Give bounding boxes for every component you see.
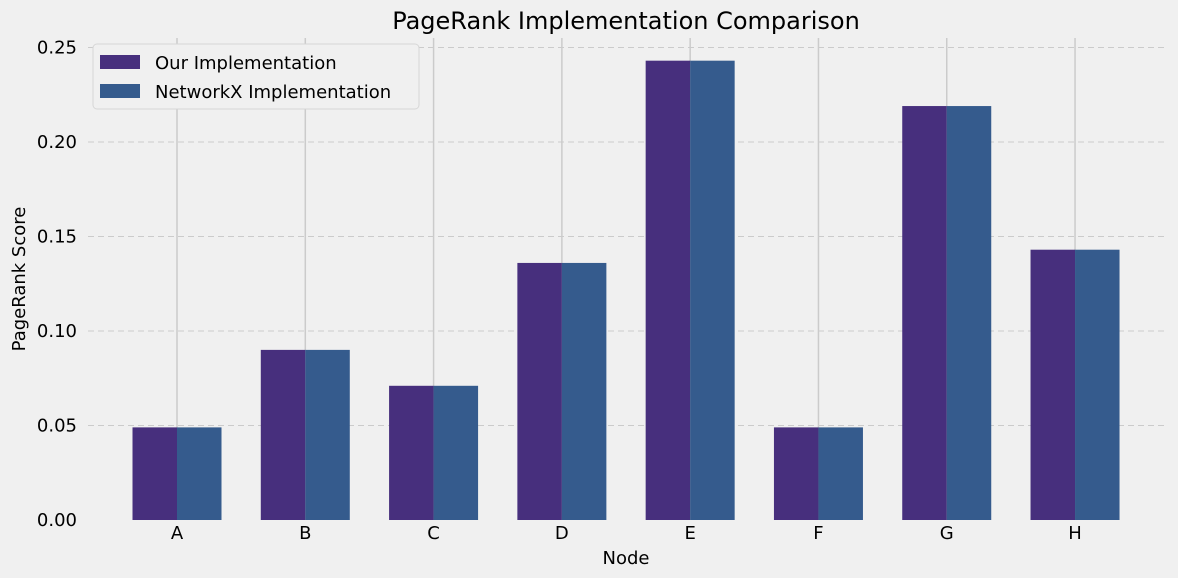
bar-our-implementation-b [260,349,306,520]
y-tick-label: 0.15 [37,226,77,247]
bar-networkx-implementation-f [818,427,863,520]
legend-label-networkx-implementation: NetworkX Implementation [155,82,391,103]
bar-our-implementation-h [1030,249,1076,520]
x-tick-label: H [1068,523,1082,544]
legend-swatch-our-implementation [100,55,140,69]
y-axis-ticks: 0.00 0.05 0.10 0.15 0.20 0.25 [37,37,77,531]
x-axis-ticks: A B C D E F G H [171,523,1082,544]
legend-label-our-implementation: Our Implementation [155,53,337,74]
y-tick-label: 0.00 [37,510,77,531]
x-tick-label: A [171,523,184,544]
bar-our-implementation-f [773,427,819,520]
y-tick-label: 0.25 [37,37,77,58]
bar-networkx-implementation-g [946,106,992,520]
legend-swatch-networkx-implementation [100,84,140,98]
x-tick-label: C [427,523,440,544]
x-tick-label: B [299,523,311,544]
bar-networkx-implementation-c [433,385,479,520]
bar-our-implementation-d [517,262,562,520]
bar-networkx-implementation-d [561,262,607,520]
bar-our-implementation-a [132,427,177,520]
x-tick-label: D [555,523,569,544]
y-tick-label: 0.20 [37,132,77,153]
bars [132,60,1120,521]
bar-our-implementation-e [645,60,691,521]
bar-networkx-implementation-b [305,349,350,520]
chart-title: PageRank Implementation Comparison [392,7,860,35]
y-tick-label: 0.10 [37,321,77,342]
legend-box [92,43,420,110]
bar-networkx-implementation-e [690,60,735,521]
bar-our-implementation-g [902,106,947,520]
x-axis-label: Node [603,548,650,569]
bar-networkx-implementation-a [177,427,222,520]
legend: Our Implementation NetworkX Implementati… [92,43,420,110]
x-tick-label: E [684,523,695,544]
y-axis-label: PageRank Score [9,207,30,352]
bar-networkx-implementation-h [1075,249,1120,520]
x-tick-label: G [940,523,954,544]
x-tick-label: F [813,523,823,544]
y-tick-label: 0.05 [37,415,77,436]
bar-our-implementation-c [389,385,434,520]
